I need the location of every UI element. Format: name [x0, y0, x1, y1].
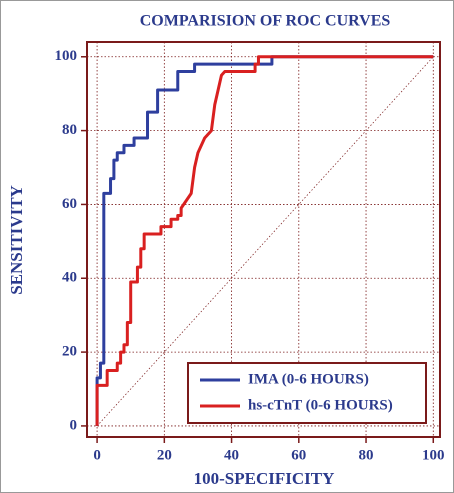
x-tick-label: 20: [157, 447, 172, 463]
plot-frame: [86, 41, 441, 438]
legend-box: [187, 362, 427, 424]
legend-label: IMA (0-6 HOURS): [248, 371, 369, 387]
x-tick-label: 80: [359, 447, 374, 463]
legend-label: hs-cTnT (0-6 HOURS): [248, 397, 393, 413]
roc-curve: [95, 55, 434, 426]
x-tick-label: 0: [93, 447, 101, 463]
y-tick-label: 0: [70, 417, 78, 433]
y-tick-label: 40: [62, 270, 77, 286]
roc-curve: [95, 55, 434, 426]
x-tick-label: 60: [291, 447, 306, 463]
y-tick-label: 100: [55, 48, 78, 64]
y-tick-label: 60: [62, 196, 77, 212]
y-tick-label: 80: [62, 122, 77, 138]
reference-line: [96, 56, 434, 427]
x-axis-label: 100-SPECIFICITY: [194, 469, 335, 488]
y-tick-label: 20: [62, 344, 77, 360]
chart-title: COMPARISION OF ROC CURVES: [140, 13, 391, 30]
x-tick-label: 40: [224, 447, 239, 463]
y-axis-label: SENSITIVITY: [7, 185, 26, 295]
x-tick-label: 100: [422, 447, 445, 463]
